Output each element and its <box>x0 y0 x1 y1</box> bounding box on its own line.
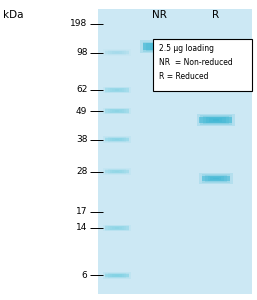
Bar <box>209 118 222 122</box>
Bar <box>115 275 119 276</box>
Text: R: R <box>212 11 219 20</box>
Bar <box>103 87 131 93</box>
Bar <box>115 52 119 53</box>
Bar <box>105 50 129 55</box>
Bar <box>143 41 175 52</box>
Bar <box>110 51 124 54</box>
Bar <box>107 226 126 230</box>
Bar <box>115 227 119 229</box>
Bar <box>105 137 129 142</box>
Bar <box>112 227 122 229</box>
Bar <box>103 49 131 56</box>
Bar <box>112 170 122 173</box>
Text: 198: 198 <box>70 20 87 28</box>
Bar <box>115 139 119 140</box>
Bar <box>197 114 235 126</box>
Bar <box>153 39 252 92</box>
Bar <box>203 116 229 124</box>
Bar <box>105 108 129 114</box>
Bar <box>210 177 222 180</box>
Bar <box>107 88 126 92</box>
Bar <box>105 138 129 141</box>
Bar <box>112 89 122 91</box>
Text: 14: 14 <box>76 224 87 232</box>
Bar <box>105 225 129 231</box>
Bar <box>206 117 226 123</box>
Bar <box>103 272 131 279</box>
Bar <box>98 9 252 294</box>
Bar <box>105 109 129 112</box>
Bar <box>199 117 232 123</box>
Bar <box>146 43 172 50</box>
Bar <box>107 273 126 278</box>
Bar <box>140 40 179 52</box>
Bar <box>110 274 124 277</box>
Bar <box>156 46 163 47</box>
Bar <box>153 44 166 49</box>
Bar <box>105 170 129 173</box>
Text: 6: 6 <box>82 271 87 280</box>
Bar <box>112 274 122 277</box>
Bar <box>213 119 219 121</box>
Bar <box>110 226 124 230</box>
Bar <box>110 88 124 92</box>
Bar <box>105 226 129 230</box>
Bar <box>208 176 224 181</box>
Bar <box>107 50 126 55</box>
Text: 38: 38 <box>76 135 87 144</box>
Bar <box>103 108 131 114</box>
Text: 17: 17 <box>76 207 87 216</box>
Bar <box>199 173 233 184</box>
Text: 28: 28 <box>76 167 87 176</box>
Bar <box>105 87 129 93</box>
Bar <box>105 88 129 92</box>
Bar <box>202 174 230 183</box>
Bar <box>103 225 131 231</box>
Bar <box>105 169 129 174</box>
Bar <box>202 176 230 181</box>
Bar <box>103 136 131 143</box>
Bar <box>115 89 119 91</box>
Bar <box>205 175 227 182</box>
Bar <box>112 138 122 141</box>
Text: 2.5 μg loading
NR  = Non-reduced
R = Reduced: 2.5 μg loading NR = Non-reduced R = Redu… <box>159 44 233 81</box>
Bar <box>200 115 232 125</box>
Bar <box>107 109 126 113</box>
Text: 62: 62 <box>76 85 87 94</box>
Text: 98: 98 <box>76 48 87 57</box>
Bar <box>103 168 131 175</box>
Bar <box>110 138 124 141</box>
Text: NR: NR <box>152 11 167 20</box>
Bar <box>115 110 119 112</box>
Bar <box>112 51 122 54</box>
Bar <box>112 110 122 112</box>
Text: 49: 49 <box>76 106 87 116</box>
Bar <box>105 51 129 54</box>
Bar <box>213 178 219 179</box>
Text: kDa: kDa <box>3 11 23 20</box>
Bar <box>143 44 176 50</box>
Bar <box>115 171 119 172</box>
Bar <box>105 274 129 277</box>
Bar <box>150 44 169 50</box>
Bar <box>110 170 124 173</box>
Bar <box>107 169 126 174</box>
Bar <box>105 273 129 278</box>
Bar <box>107 137 126 142</box>
Bar <box>110 109 124 112</box>
